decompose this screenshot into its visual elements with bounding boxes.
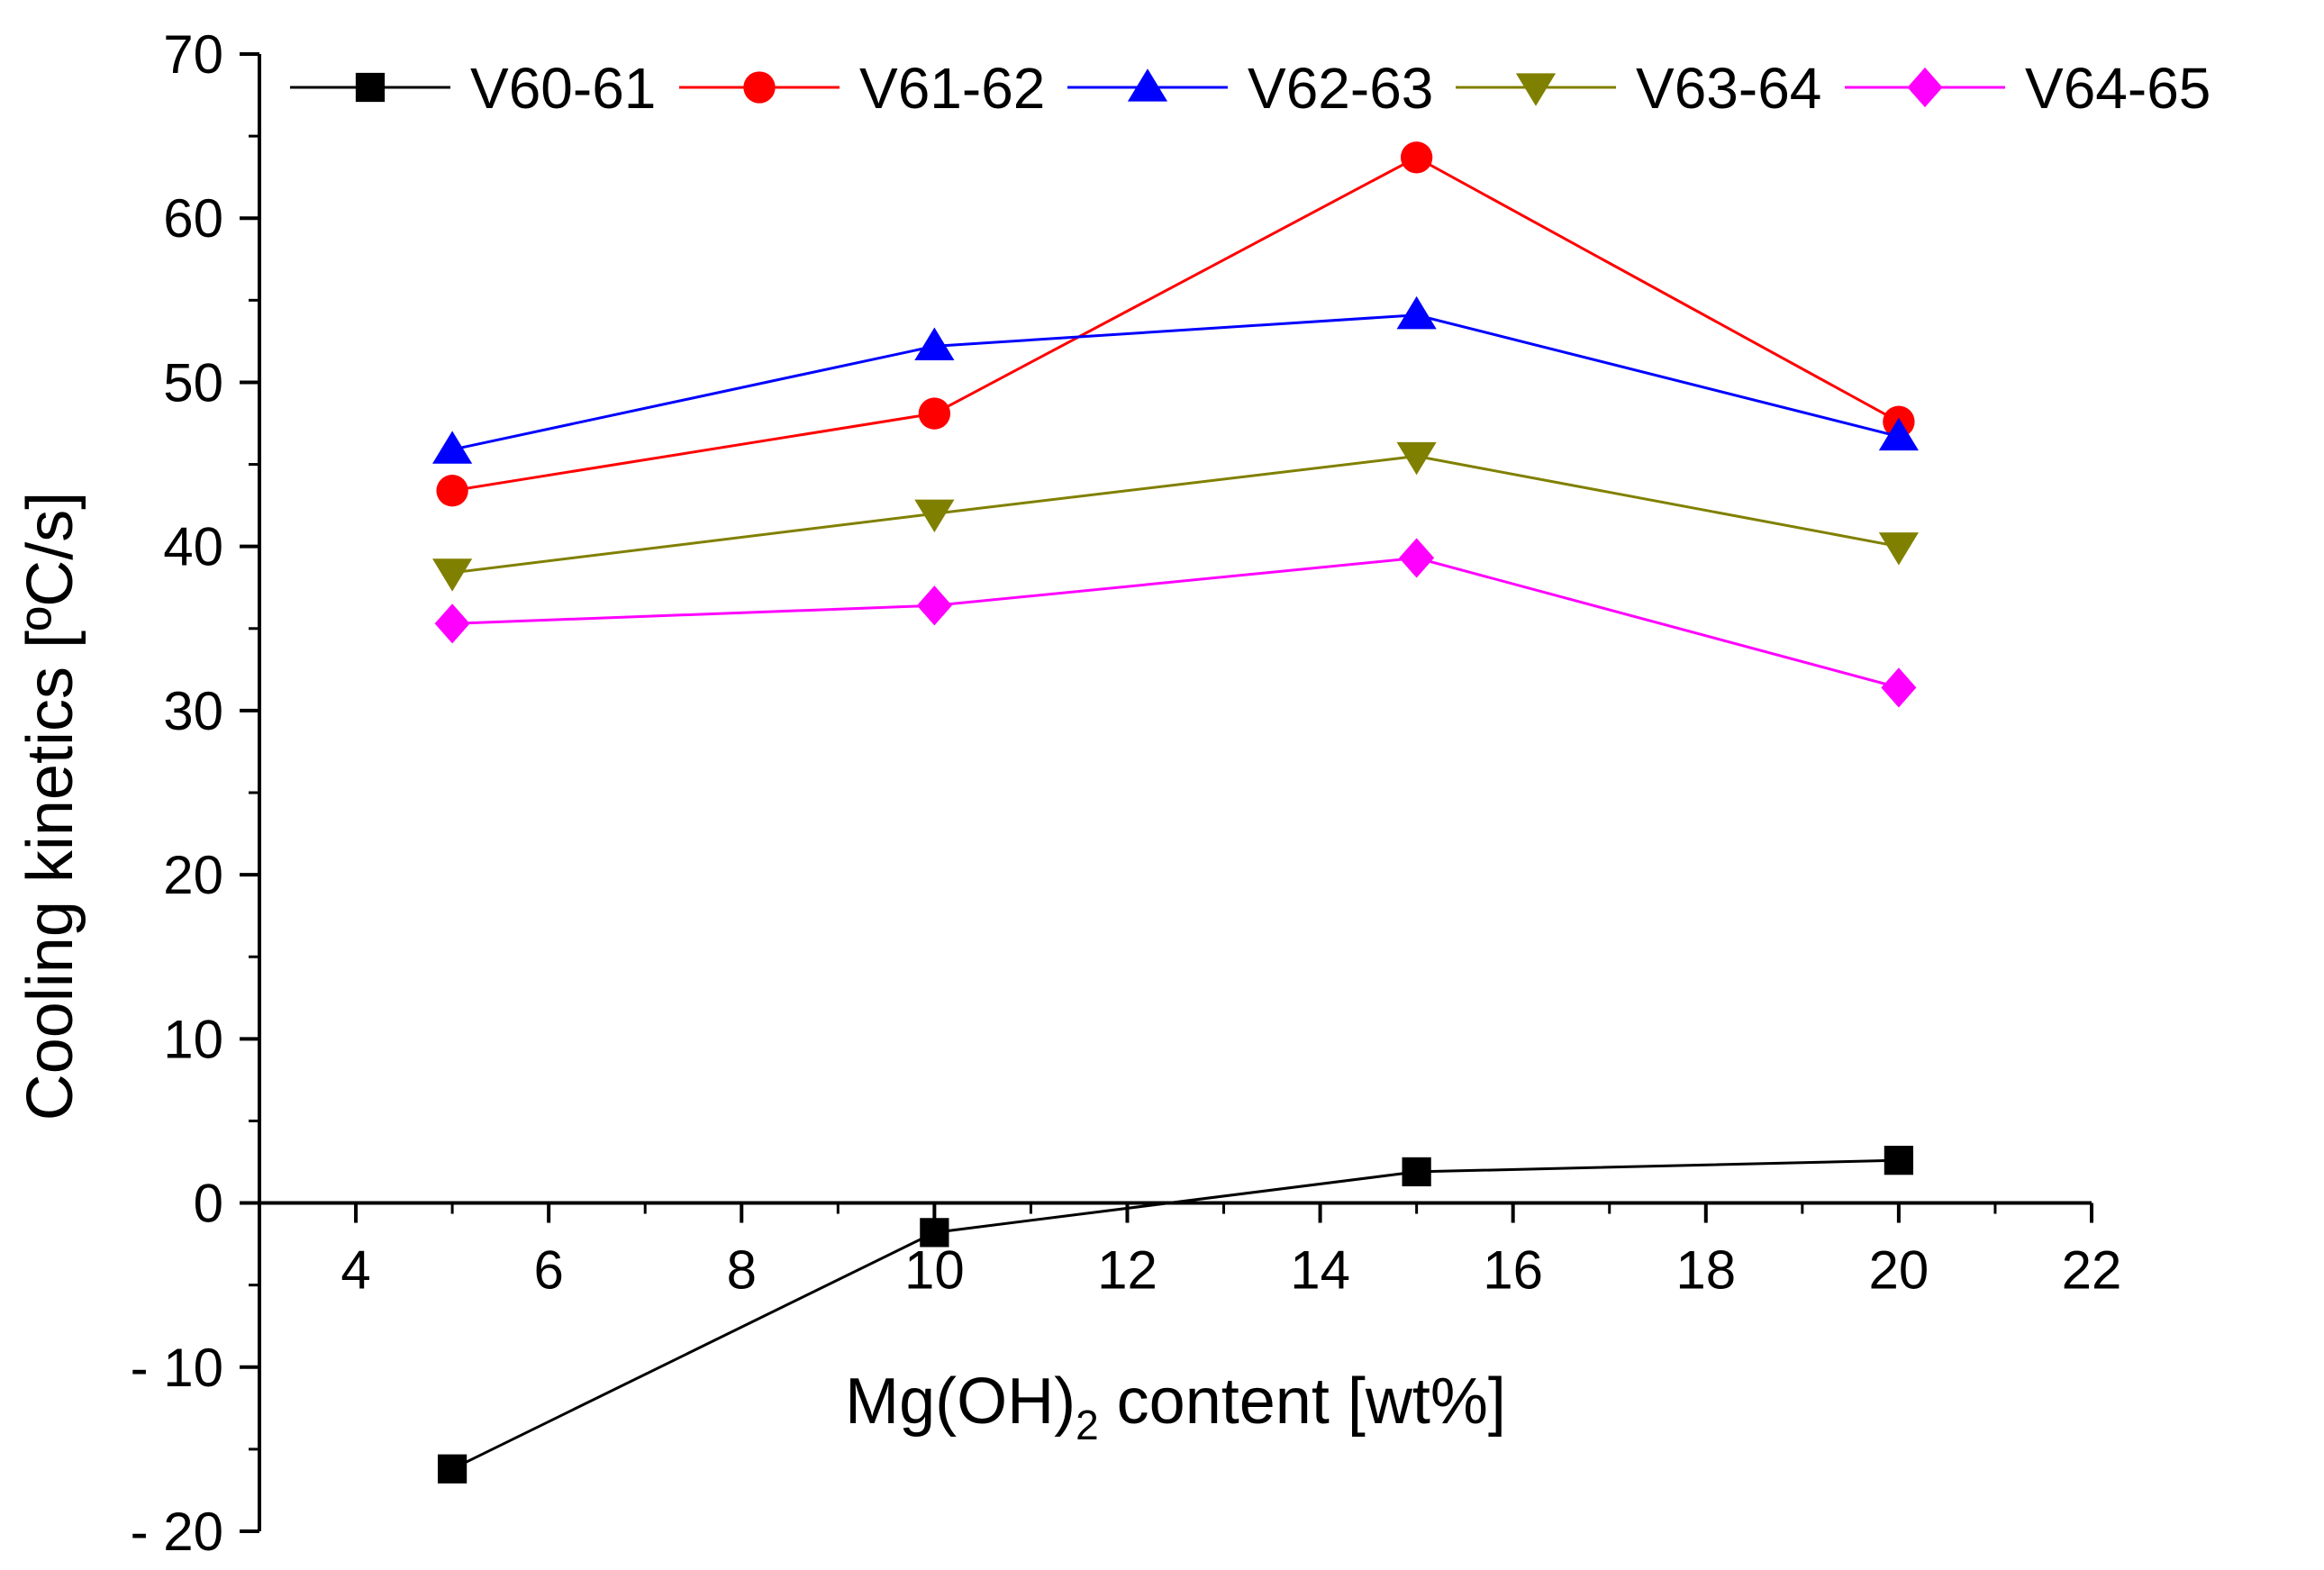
data-point-v62-63 xyxy=(1878,417,1919,451)
data-point-v61-62 xyxy=(436,475,468,507)
y-tick-label: - 20 xyxy=(131,1502,223,1562)
legend-marker-v60-61 xyxy=(355,72,386,103)
series-line-v64-65 xyxy=(452,556,1900,689)
y-tick-label: 70 xyxy=(163,24,223,85)
y-tick-label: 30 xyxy=(163,681,223,741)
y-tick-label: - 10 xyxy=(131,1338,223,1398)
x-axis-title-subscript: 2 xyxy=(1076,1402,1099,1448)
legend-item-v61-62: V61-62 xyxy=(679,56,1045,121)
x-tick-label: 22 xyxy=(2062,1240,2122,1301)
data-point-v63-64 xyxy=(432,558,473,592)
data-point-v64-65 xyxy=(916,585,952,626)
series-line-v61-62 xyxy=(451,156,1900,493)
x-tick-label: 20 xyxy=(1869,1240,1929,1301)
legend-item-v64-65: V64-65 xyxy=(1845,56,2211,121)
data-point-v63-64 xyxy=(914,499,955,533)
legend-label: V64-65 xyxy=(2025,56,2211,121)
y-tick-label: 10 xyxy=(163,1009,223,1069)
legend-marker-v61-62 xyxy=(743,71,776,104)
y-tick-label: 0 xyxy=(194,1174,223,1234)
x-tick-label: 6 xyxy=(533,1240,563,1301)
x-axis-title-main: Mg(OH) xyxy=(845,1366,1076,1438)
data-point-v62-63 xyxy=(1396,295,1437,330)
data-point-v63-64 xyxy=(1396,441,1437,476)
x-tick-label: 8 xyxy=(727,1240,757,1301)
y-tick-label: 40 xyxy=(163,517,223,577)
data-point-v62-63 xyxy=(432,431,473,464)
series-v60-61 xyxy=(437,1146,1914,1484)
legend-item-v63-64: V63-64 xyxy=(1456,56,1821,121)
data-point-v60-61 xyxy=(1402,1157,1431,1187)
data-point-v61-62 xyxy=(1400,141,1433,174)
y-axis-title: Cooling kinetics [ºC/s] xyxy=(14,492,86,1121)
data-point-v64-65 xyxy=(1399,538,1435,578)
data-point-v61-62 xyxy=(918,397,951,430)
legend-label: V63-64 xyxy=(1636,56,1821,121)
data-point-v64-65 xyxy=(434,603,470,644)
series-v62-63 xyxy=(432,295,1919,464)
legend-marker-v64-65 xyxy=(1907,67,1943,108)
series-v61-62 xyxy=(436,141,1915,507)
legend-marker-v62-63 xyxy=(1127,68,1168,102)
data-point-v60-61 xyxy=(920,1218,949,1248)
series-line-v63-64 xyxy=(451,454,1900,575)
legend: V60-61 V61-62 V62-63 V63-64 V64-65 xyxy=(290,56,2211,121)
x-tick-label: 4 xyxy=(340,1240,370,1301)
legend-marker-v63-64 xyxy=(1515,73,1557,106)
x-axis-title: Mg(OH)2 content [wt%] xyxy=(845,1366,1506,1448)
series-line-v62-63 xyxy=(451,313,1900,451)
series-line-v60-61 xyxy=(451,1158,1899,1471)
series-v63-64 xyxy=(432,441,1919,592)
x-tick-label: 16 xyxy=(1483,1240,1543,1301)
data-point-v63-64 xyxy=(1878,532,1919,566)
data-point-v60-61 xyxy=(1884,1146,1914,1175)
data-point-v60-61 xyxy=(437,1454,468,1484)
x-tick-label: 18 xyxy=(1675,1240,1736,1301)
data-point-v62-63 xyxy=(914,327,955,360)
legend-label: V61-62 xyxy=(859,56,1045,121)
legend-item-v62-63: V62-63 xyxy=(1067,56,1433,121)
axes: - 20 - 10 0 10 20 30 40 50 60 70 4 6 8 10 12 14 16 18 20 22 xyxy=(131,24,2122,1562)
y-tick-label: 20 xyxy=(163,845,223,905)
x-axis-title-suffix: content [wt%] xyxy=(1099,1366,1506,1438)
x-tick-label: 14 xyxy=(1290,1240,1350,1301)
y-tick-label: 50 xyxy=(163,352,223,413)
y-tick-label: 60 xyxy=(163,188,223,249)
data-point-v64-65 xyxy=(1881,667,1917,708)
legend-label: V60-61 xyxy=(470,56,656,121)
x-tick-label: 10 xyxy=(904,1240,965,1301)
legend-label: V62-63 xyxy=(1248,56,1433,121)
x-tick-label: 12 xyxy=(1097,1240,1157,1301)
series-v64-65 xyxy=(434,538,1917,708)
series-layer xyxy=(432,141,1919,1484)
legend-item-v60-61: V60-61 xyxy=(290,56,656,121)
